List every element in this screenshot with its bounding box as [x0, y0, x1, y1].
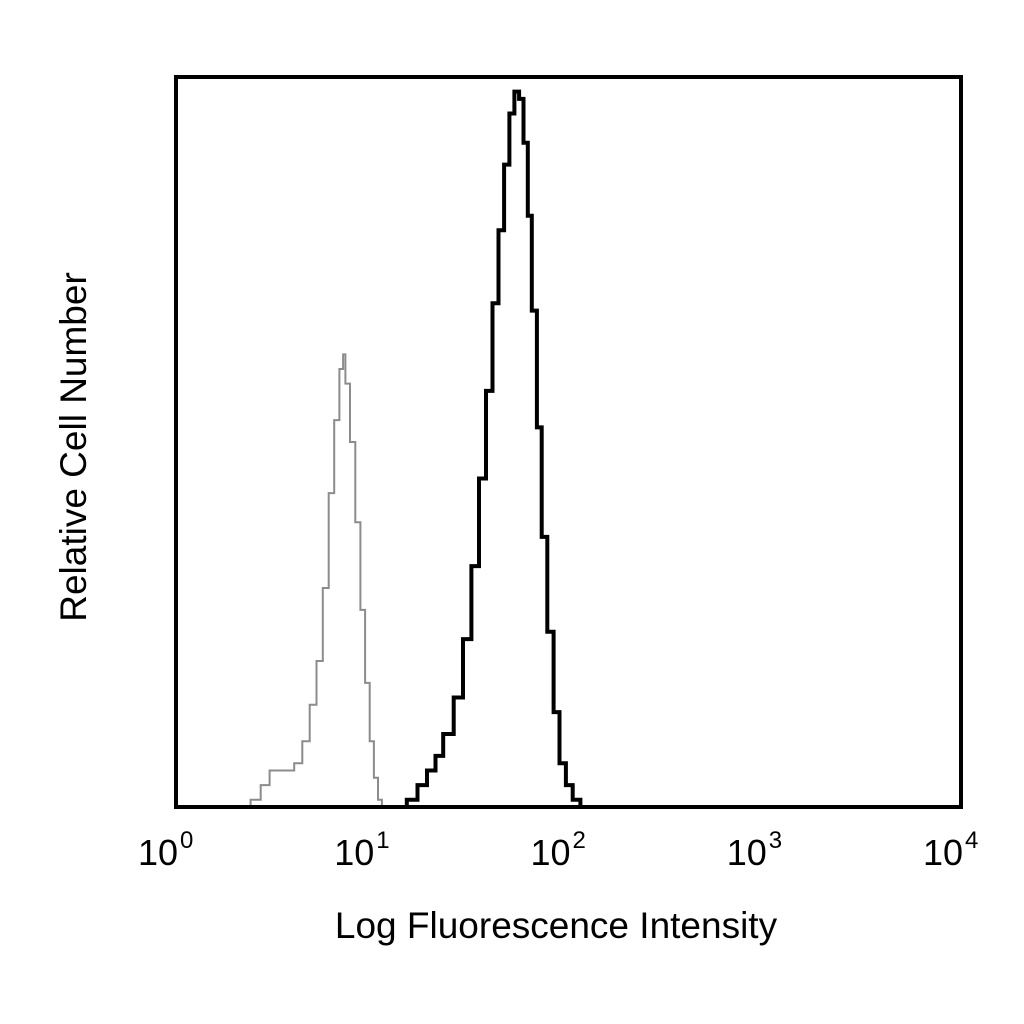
- x-tick-labels: 10 0 10 1 10 2 10 3 10 4: [138, 827, 978, 873]
- x-tick-label: 10 4: [923, 827, 978, 873]
- plot-frame: [174, 75, 963, 809]
- x-tick-base: 10: [138, 832, 178, 873]
- x-tick-label: 10 1: [334, 827, 389, 873]
- x-tick-exponent: 4: [965, 827, 978, 854]
- x-axis-label: Log Fluorescence Intensity: [335, 905, 778, 946]
- x-tick-label: 10 2: [530, 827, 585, 873]
- x-tick-base: 10: [530, 832, 570, 873]
- x-tick-label: 10 0: [138, 827, 193, 873]
- x-tick-exponent: 3: [769, 827, 782, 854]
- x-tick-base: 10: [334, 832, 374, 873]
- x-tick-base: 10: [727, 832, 767, 873]
- series-layer: [239, 89, 588, 809]
- y-axis-label: Relative Cell Number: [53, 272, 94, 622]
- x-tick-base: 10: [923, 832, 963, 873]
- x-tick-exponent: 2: [573, 827, 586, 854]
- histogram-series-2: [397, 89, 588, 809]
- x-tick-label: 10 3: [727, 827, 782, 873]
- x-tick-exponent: 0: [180, 827, 193, 854]
- histogram-series-1: [239, 353, 383, 808]
- x-tick-exponent: 1: [376, 827, 389, 854]
